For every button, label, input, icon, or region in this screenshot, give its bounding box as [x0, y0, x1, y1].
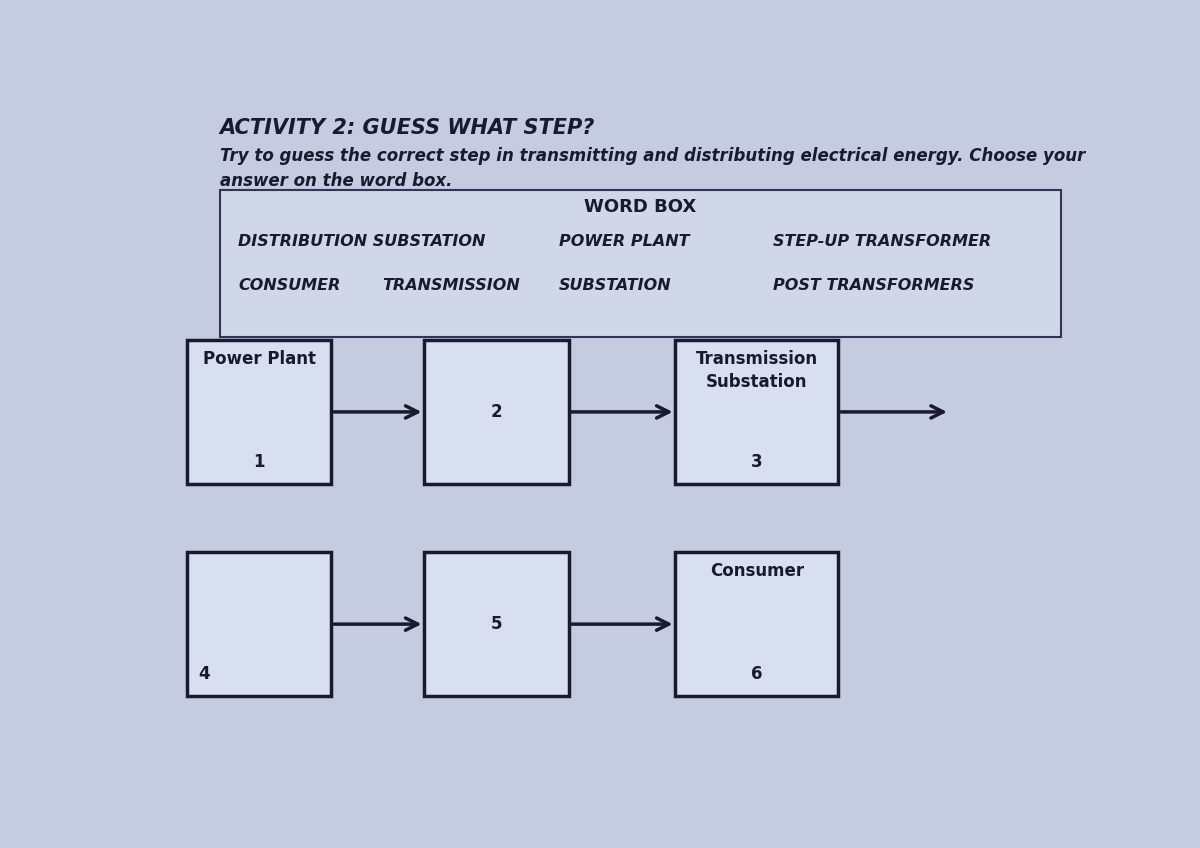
Text: TRANSMISSION: TRANSMISSION [383, 278, 521, 293]
Text: CONSUMER: CONSUMER [239, 278, 341, 293]
Text: 4: 4 [198, 665, 210, 683]
Text: 6: 6 [751, 665, 762, 683]
Text: 1: 1 [253, 453, 265, 471]
Text: STEP-UP TRANSFORMER: STEP-UP TRANSFORMER [773, 234, 991, 249]
Text: SUBSTATION: SUBSTATION [559, 278, 672, 293]
Text: Try to guess the correct step in transmitting and distributing electrical energy: Try to guess the correct step in transmi… [220, 148, 1085, 165]
FancyBboxPatch shape [425, 340, 569, 483]
Text: answer on the word box.: answer on the word box. [220, 171, 452, 190]
FancyBboxPatch shape [220, 190, 1062, 337]
Text: Power Plant: Power Plant [203, 350, 316, 368]
FancyBboxPatch shape [187, 340, 331, 483]
Text: POWER PLANT: POWER PLANT [559, 234, 690, 249]
Text: POST TRANSFORMERS: POST TRANSFORMERS [773, 278, 974, 293]
Text: 3: 3 [751, 453, 763, 471]
Text: ACTIVITY 2: GUESS WHAT STEP?: ACTIVITY 2: GUESS WHAT STEP? [220, 118, 595, 138]
FancyBboxPatch shape [187, 552, 331, 696]
Text: Consumer: Consumer [709, 562, 804, 580]
Text: WORD BOX: WORD BOX [584, 198, 697, 215]
Text: 5: 5 [491, 615, 502, 633]
FancyBboxPatch shape [676, 552, 839, 696]
Text: 2: 2 [491, 403, 503, 421]
Text: DISTRIBUTION SUBSTATION: DISTRIBUTION SUBSTATION [239, 234, 486, 249]
Text: Transmission
Substation: Transmission Substation [696, 350, 818, 392]
FancyBboxPatch shape [425, 552, 569, 696]
FancyBboxPatch shape [676, 340, 839, 483]
